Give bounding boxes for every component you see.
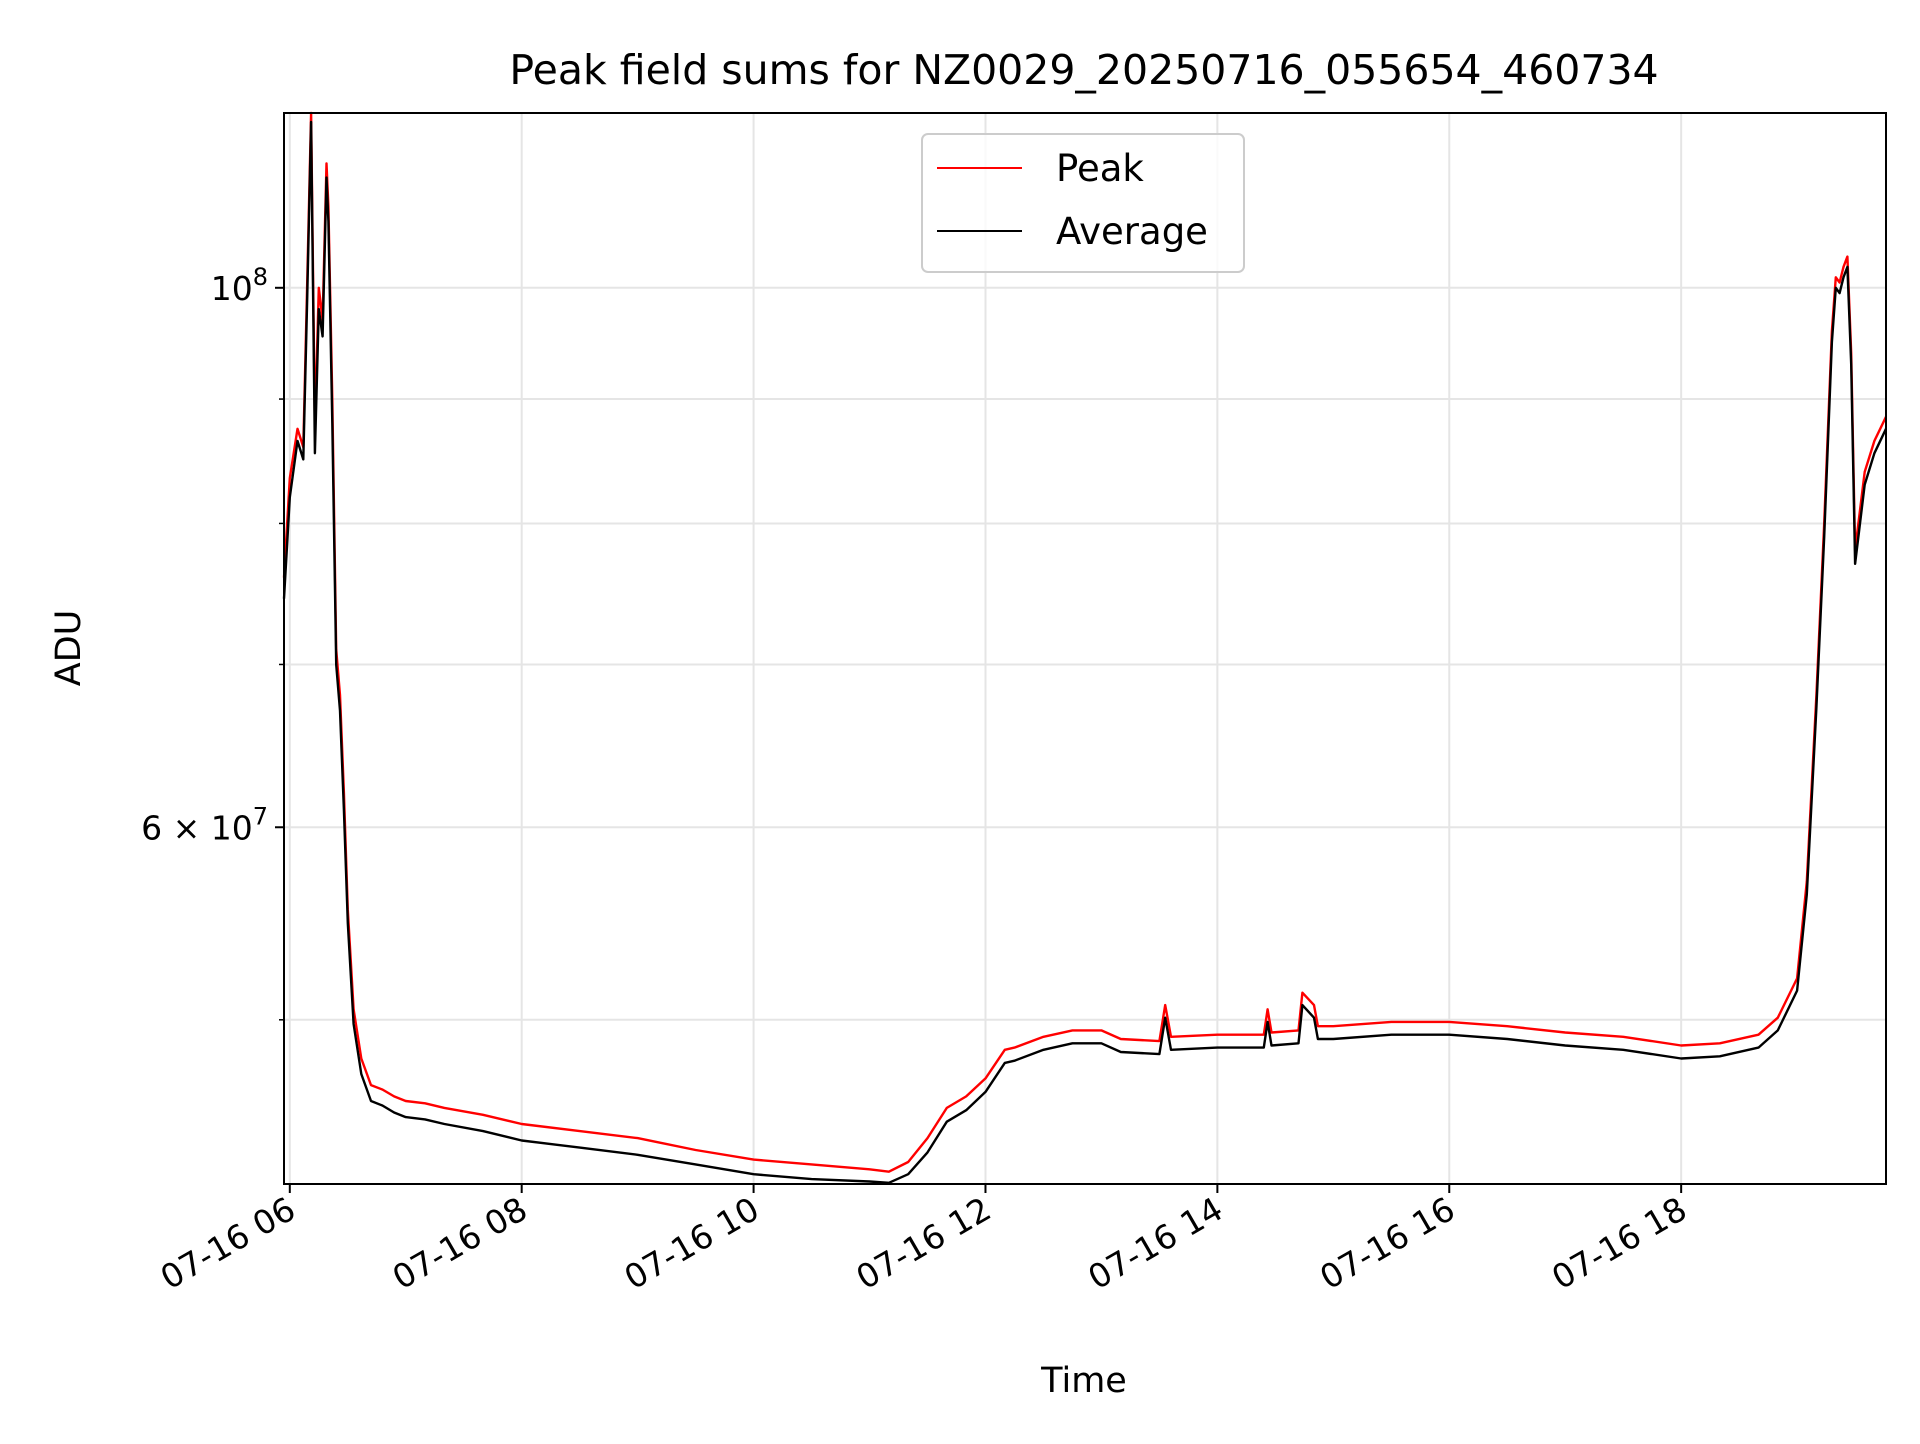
legend-label-peak: Peak — [1056, 147, 1144, 190]
y-tick-label-base: 10 — [211, 269, 253, 308]
y-tick-label: 6 × 107 — [141, 802, 268, 847]
grid-layer — [284, 113, 1886, 1184]
y-tick-label-exponent: 7 — [253, 802, 268, 830]
series-line-peak — [282, 111, 1888, 1173]
chart-title: Peak field sums for NZ0029_20250716_0556… — [509, 46, 1658, 94]
legend-label-average: Average — [1056, 210, 1208, 253]
plot-frame — [283, 112, 1887, 1185]
series-line-average — [282, 120, 1888, 1185]
y-axis-label: ADU — [49, 610, 89, 687]
legend: Peak Average — [921, 133, 1245, 273]
x-axis-label: Time — [1040, 1361, 1127, 1401]
y-tick-label-base: 6 × 10 — [141, 808, 253, 847]
y-tick-label-exponent: 8 — [253, 263, 268, 291]
series-layer — [282, 111, 1888, 1185]
y-tick-label: 108 — [211, 263, 268, 308]
